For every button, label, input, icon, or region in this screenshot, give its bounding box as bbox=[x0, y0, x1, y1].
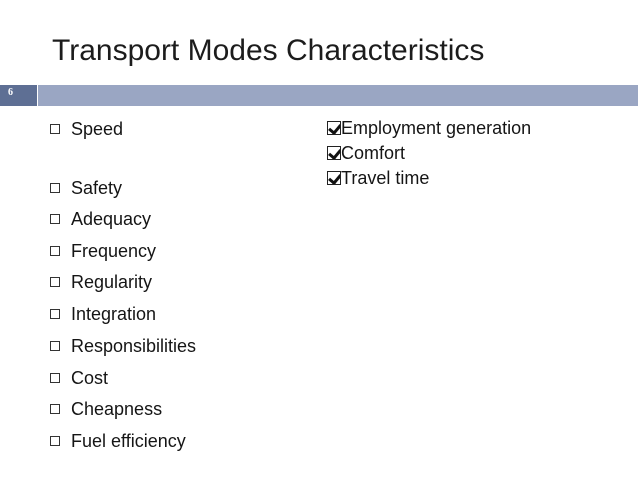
square-bullet-icon bbox=[50, 277, 60, 287]
slide-title: Transport Modes Characteristics bbox=[52, 34, 485, 67]
slide-number-box: 6 bbox=[0, 85, 37, 106]
checkbox-check-icon bbox=[327, 121, 341, 135]
list-item-text: Travel time bbox=[341, 168, 430, 188]
list-item-text: Adequacy bbox=[71, 209, 152, 229]
list-item-text: Comfort bbox=[341, 143, 406, 163]
square-bullet-icon bbox=[50, 183, 60, 193]
square-bullet-icon bbox=[50, 404, 60, 414]
title-underline-bar bbox=[38, 85, 638, 106]
list-item-text: Safety bbox=[71, 178, 123, 198]
square-bullet-icon bbox=[50, 341, 60, 351]
list-item-text: Cheapness bbox=[71, 399, 163, 419]
square-bullet-icon bbox=[50, 309, 60, 319]
list-item-text: Employment generation bbox=[341, 118, 532, 138]
list-item-text: Fuel efficiency bbox=[71, 431, 186, 451]
slide-number: 6 bbox=[8, 87, 13, 98]
list-item-text: Regularity bbox=[71, 272, 153, 292]
square-bullet-icon bbox=[50, 246, 60, 256]
checkbox-check-icon bbox=[327, 171, 341, 185]
list-item-text: Speed bbox=[71, 119, 124, 139]
list-item-text: Responsibilities bbox=[71, 336, 197, 356]
square-bullet-icon bbox=[50, 124, 60, 134]
checkbox-check-icon bbox=[327, 146, 341, 160]
square-bullet-icon bbox=[50, 214, 60, 224]
list-item-text: Integration bbox=[71, 304, 157, 324]
list-item-text: Cost bbox=[71, 368, 109, 388]
list-item-text: Frequency bbox=[71, 241, 157, 261]
square-bullet-icon bbox=[50, 373, 60, 383]
square-bullet-icon bbox=[50, 436, 60, 446]
